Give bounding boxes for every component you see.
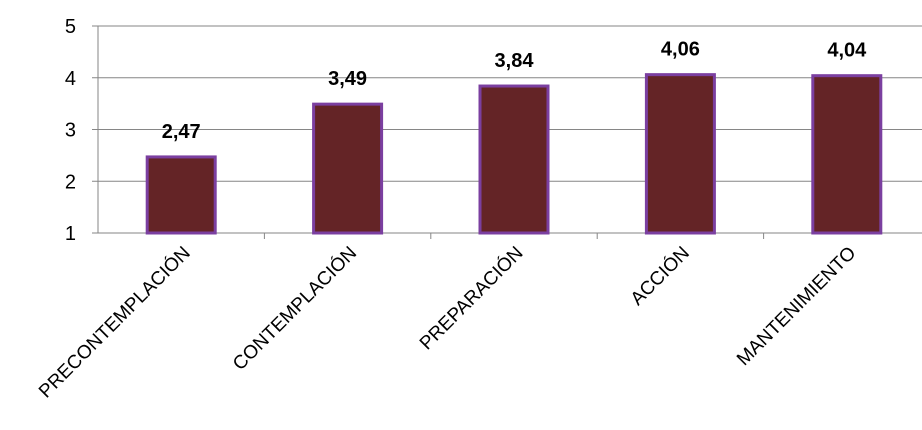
bar	[478, 84, 550, 235]
y-tick-label: 1	[65, 223, 76, 245]
data-label: 4,04	[827, 40, 867, 62]
y-tick-label: 4	[65, 68, 76, 90]
x-tick-label: MANTENIMIENTO	[733, 243, 860, 370]
bars	[145, 73, 883, 235]
data-label: 3,49	[328, 68, 367, 90]
x-tick-label: CONTEMPLACIÓN	[228, 242, 361, 375]
y-tick-label: 5	[65, 16, 76, 38]
x-tick-label: PREPARACIÓN	[415, 242, 527, 354]
data-label: 3,84	[495, 50, 535, 72]
bar	[644, 73, 716, 235]
bar	[312, 102, 384, 235]
x-tick-label: ACCIÓN	[626, 242, 694, 310]
x-tick-labels: PRECONTEMPLACIÓN CONTEMPLACIÓN PREPARACIÓN…	[34, 242, 860, 402]
y-tick-label: 2	[65, 171, 76, 193]
x-tick-label: PRECONTEMPLACIÓN	[34, 242, 194, 402]
data-label: 4,06	[661, 39, 700, 61]
bar	[811, 74, 883, 235]
bar	[145, 155, 217, 235]
data-labels: 2,47 3,49 3,84 4,06 4,04	[162, 39, 867, 143]
y-tick-labels: 1 2 3 4 5	[65, 16, 76, 245]
data-label: 2,47	[162, 121, 201, 143]
y-tick-label: 3	[65, 120, 76, 142]
